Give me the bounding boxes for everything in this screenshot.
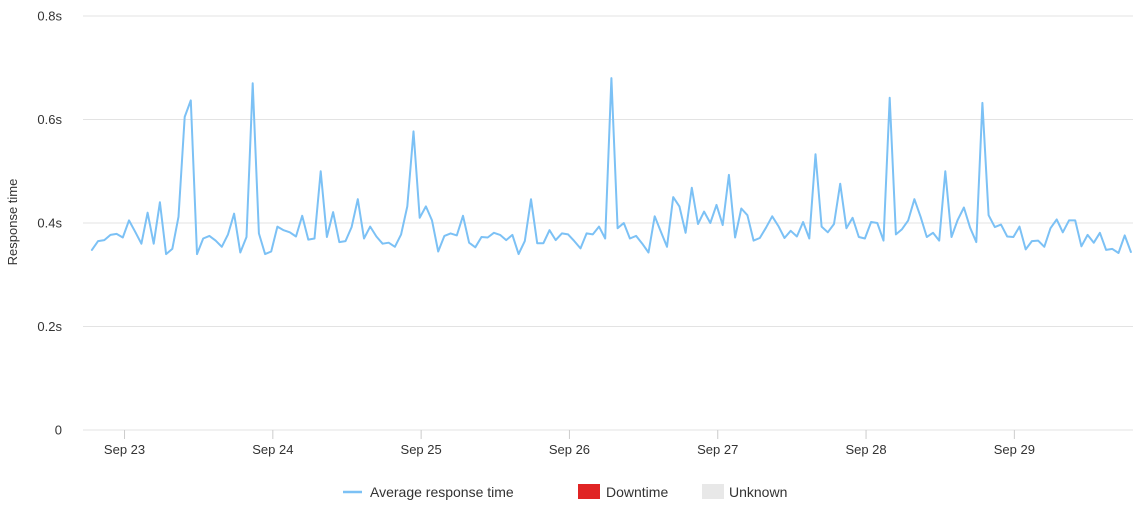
legend-swatch-box bbox=[578, 484, 600, 499]
legend-label: Average response time bbox=[370, 484, 514, 500]
legend: Average response time Downtime Unknown bbox=[343, 484, 787, 500]
x-axis: Sep 23 Sep 24 Sep 25 Sep 26 Sep 27 Sep 28 Sep … bbox=[104, 430, 1035, 457]
y-tick-label: 0.6s bbox=[37, 112, 62, 127]
legend-label: Unknown bbox=[729, 484, 787, 500]
y-tick-label: 0.8s bbox=[37, 9, 62, 24]
y-tick-label: 0 bbox=[55, 423, 62, 438]
series-layer bbox=[90, 77, 1132, 256]
grid-lines bbox=[83, 15, 1133, 431]
legend-item-unknown[interactable]: Unknown bbox=[702, 484, 787, 500]
legend-label: Downtime bbox=[606, 484, 668, 500]
x-tick-label: Sep 27 bbox=[697, 442, 738, 457]
legend-item-downtime[interactable]: Downtime bbox=[578, 484, 668, 500]
x-tick-label: Sep 28 bbox=[845, 442, 886, 457]
series-line-average-response-time bbox=[90, 77, 1132, 256]
legend-item-average-response-time[interactable]: Average response time bbox=[343, 484, 514, 500]
x-tick-label: Sep 25 bbox=[401, 442, 442, 457]
y-tick-label: 0.2s bbox=[37, 319, 62, 334]
legend-swatch-box bbox=[702, 484, 724, 499]
x-tick-label: Sep 29 bbox=[994, 442, 1035, 457]
x-tick-label: Sep 24 bbox=[252, 442, 293, 457]
x-tick-label: Sep 26 bbox=[549, 442, 590, 457]
y-axis-tick-labels: 0 0.2s 0.4s 0.6s 0.8s bbox=[37, 9, 62, 438]
y-axis-title: Response time bbox=[5, 179, 20, 266]
y-tick-label: 0.4s bbox=[37, 216, 62, 231]
x-tick-label: Sep 23 bbox=[104, 442, 145, 457]
